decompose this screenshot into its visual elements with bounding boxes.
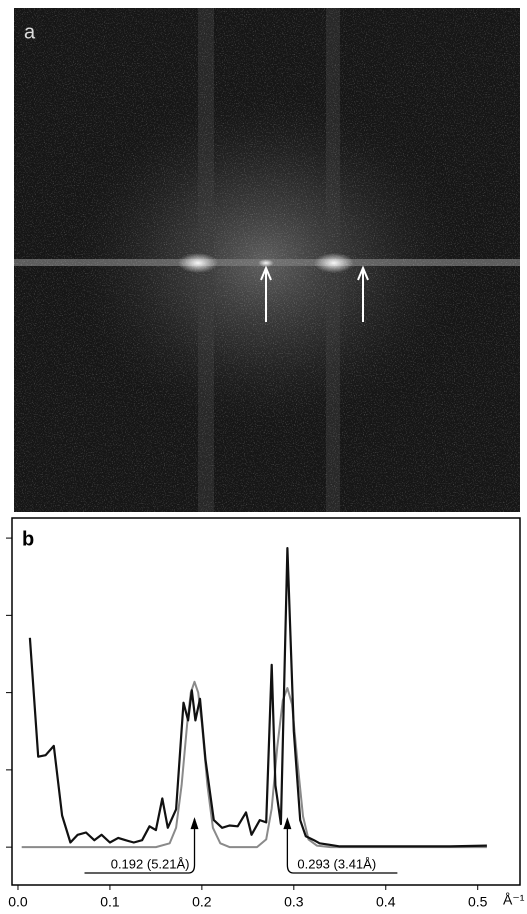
plot-frame bbox=[11, 517, 521, 886]
diffraction-image bbox=[14, 8, 520, 512]
annotation-arrow bbox=[84, 819, 196, 874]
x-tick-label: 0.1 bbox=[100, 894, 120, 910]
arrow bbox=[357, 265, 369, 322]
x-tick-label: 0.4 bbox=[376, 894, 396, 910]
x-tick-label: 0.3 bbox=[284, 894, 304, 910]
arrow-head bbox=[283, 817, 292, 830]
annotation: 0.293 (3.41Å) bbox=[297, 856, 376, 871]
data-line bbox=[28, 547, 487, 848]
x-unit: Å⁻¹ bbox=[503, 892, 525, 908]
arrow bbox=[260, 265, 272, 322]
x-tick-label: 0.5 bbox=[468, 894, 488, 910]
data-line bbox=[21, 680, 487, 849]
panel-label: b bbox=[22, 528, 34, 550]
annotation-arrow bbox=[286, 819, 398, 874]
x-tick-label: 0.2 bbox=[192, 894, 212, 910]
annotation: 0.192 (5.21Å) bbox=[111, 856, 190, 871]
panel-label: a bbox=[24, 21, 36, 43]
x-tick-label: 0.0 bbox=[8, 894, 28, 910]
arrow-head bbox=[190, 817, 199, 830]
